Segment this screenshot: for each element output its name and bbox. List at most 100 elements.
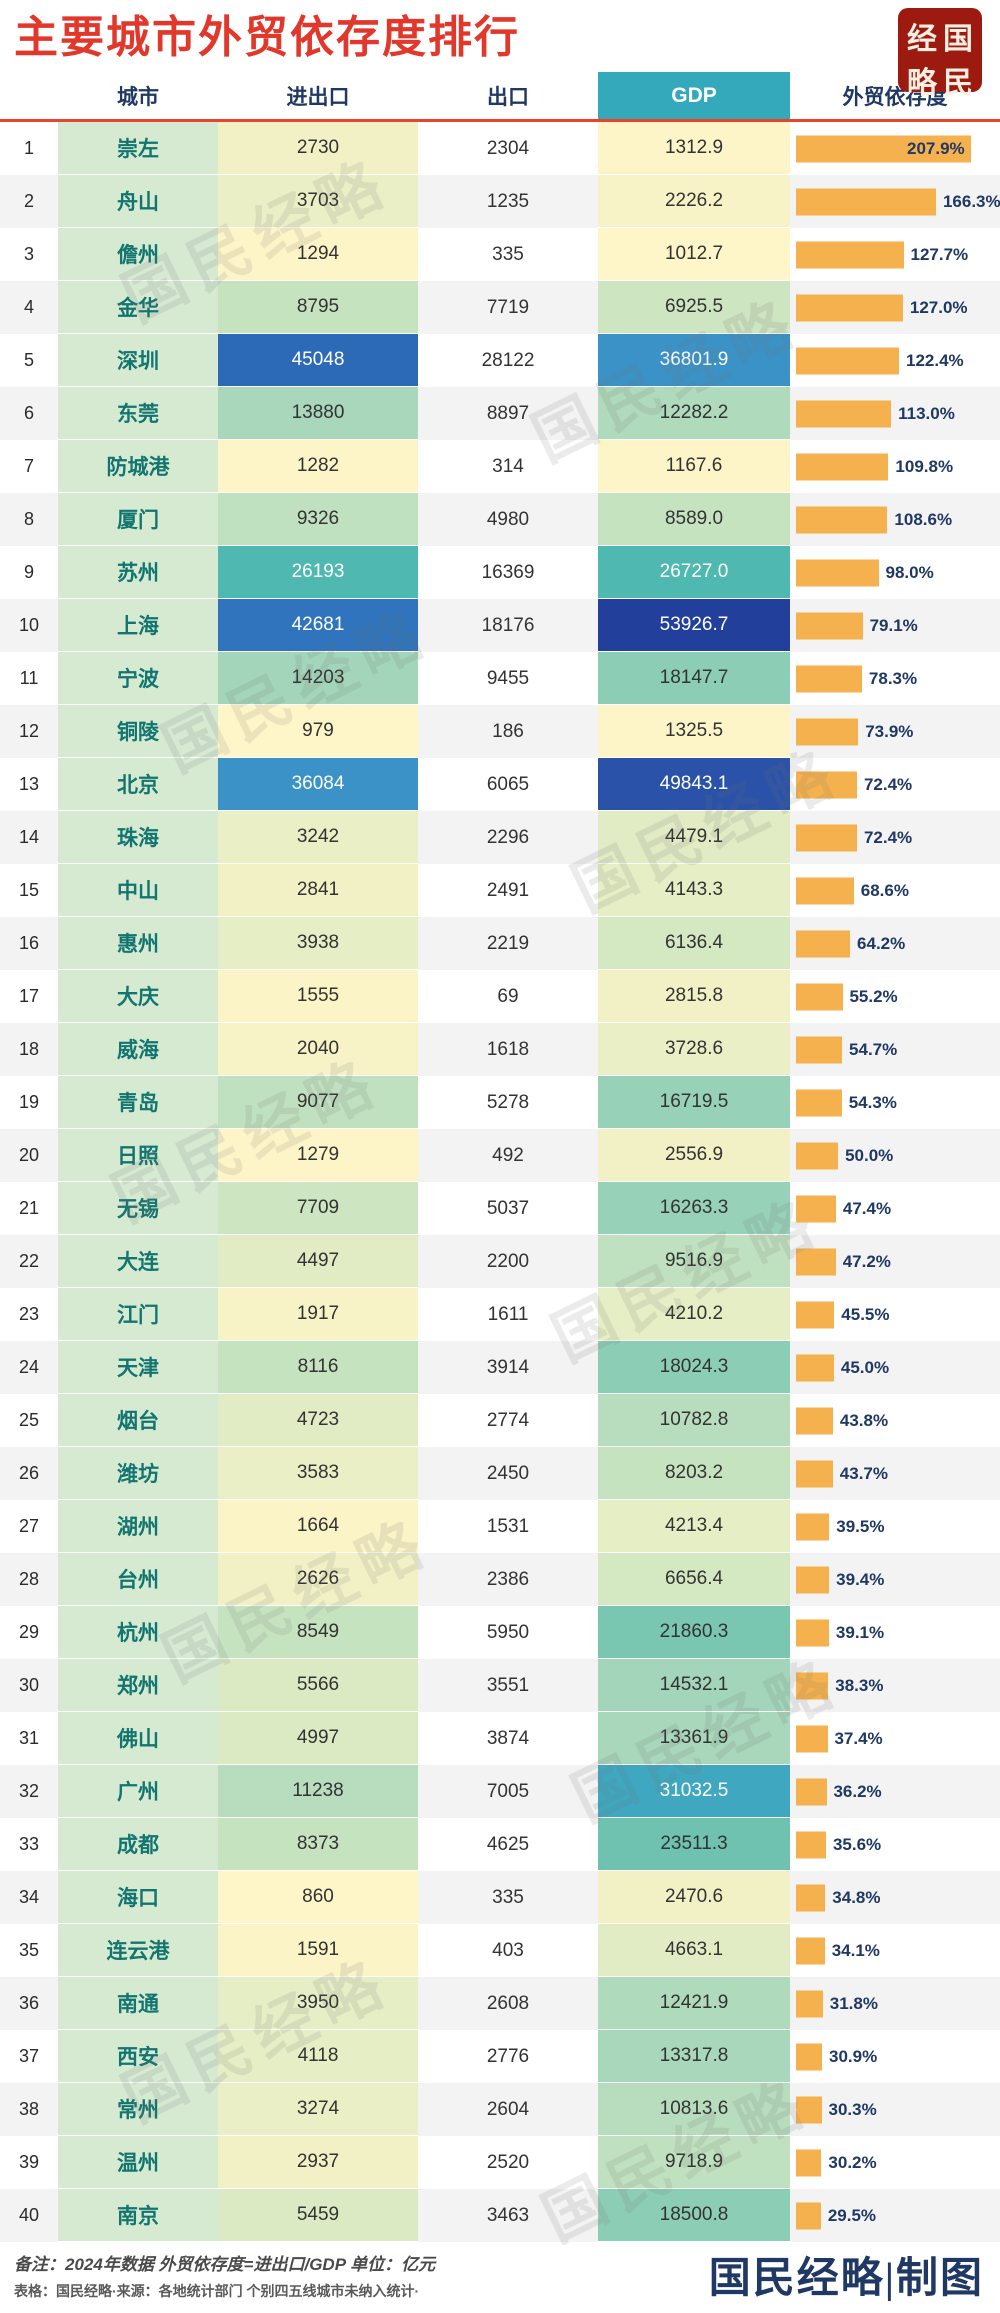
city-cell: 温州 bbox=[58, 2136, 218, 2189]
city-cell: 防城港 bbox=[58, 440, 218, 493]
table-row: 3 儋州 1294 335 1012.7 127.7% bbox=[0, 228, 1000, 281]
dependence-cell: 79.1% bbox=[790, 599, 1000, 652]
dependence-cell: 36.2% bbox=[790, 1765, 1000, 1818]
table-row: 31 佛山 4997 3874 13361.9 37.4% bbox=[0, 1712, 1000, 1765]
export-cell: 3874 bbox=[486, 1727, 530, 1749]
import-export-cell: 1917 bbox=[218, 1288, 418, 1341]
import-export-cell: 4723 bbox=[218, 1394, 418, 1447]
import-export-cell: 2730 bbox=[218, 122, 418, 175]
city-cell: 金华 bbox=[58, 281, 218, 334]
rank-cell: 7 bbox=[23, 456, 34, 476]
dependence-bar bbox=[796, 1884, 826, 1911]
export-cell: 2604 bbox=[418, 2083, 598, 2136]
rank-cell: 11 bbox=[19, 668, 39, 688]
import-export-cell: 9326 bbox=[218, 493, 418, 546]
dependence-cell: 43.8% bbox=[790, 1394, 1000, 1447]
table-row: 35 连云港 1591 403 4663.1 34.1% bbox=[0, 1924, 1000, 1977]
city-cell: 西安 bbox=[58, 2030, 218, 2083]
rank-cell: 16 bbox=[0, 917, 58, 970]
gdp-cell: 18500.8 bbox=[598, 2189, 790, 2242]
table-row: 24 天津 8116 3914 18024.3 45.0% bbox=[0, 1341, 1000, 1394]
table-row: 20 日照 1279 492 2556.9 50.0% bbox=[0, 1129, 1000, 1182]
import-export-cell: 1279 bbox=[218, 1129, 418, 1182]
gdp-cell: 4479.1 bbox=[598, 811, 790, 864]
gdp-cell: 2815.8 bbox=[598, 970, 790, 1023]
dependence-bar bbox=[796, 1407, 833, 1434]
rank-cell: 9 bbox=[23, 562, 34, 582]
export-cell: 2776 bbox=[486, 2045, 530, 2067]
dependence-cell: 30.9% bbox=[790, 2030, 1000, 2083]
city-cell: 儋州 bbox=[58, 228, 218, 281]
export-cell: 5037 bbox=[486, 1197, 530, 1219]
dependence-bar bbox=[796, 2096, 822, 2123]
dependence-label: 34.1% bbox=[831, 1940, 880, 1960]
dependence-label: 122.4% bbox=[906, 350, 964, 370]
table-row: 15 中山 2841 2491 4143.3 68.6% bbox=[0, 864, 1000, 917]
dependence-bar bbox=[796, 1195, 836, 1222]
dependence-bar bbox=[796, 135, 971, 162]
city-cell: 连云港 bbox=[58, 1924, 218, 1977]
dependence-bar bbox=[796, 612, 863, 639]
import-export-cell: 8549 bbox=[218, 1606, 418, 1659]
import-export-cell: 2040 bbox=[218, 1023, 418, 1076]
dependence-bar bbox=[796, 1990, 823, 2017]
dependence-label: 127.0% bbox=[909, 297, 968, 317]
dependence-bar bbox=[796, 559, 879, 586]
dependence-bar bbox=[796, 453, 889, 480]
city-cell: 烟台 bbox=[58, 1394, 218, 1447]
rank-cell: 5 bbox=[23, 350, 34, 370]
brand-seal: 经 国 略 民 bbox=[898, 8, 982, 100]
dependence-cell: 29.5% bbox=[790, 2189, 1000, 2242]
table-row: 22 大连 4497 2200 9516.9 47.2% bbox=[0, 1235, 1000, 1288]
import-export-cell: 45048 bbox=[218, 334, 418, 387]
import-export-cell: 4497 bbox=[218, 1235, 418, 1288]
gdp-cell: 4210.2 bbox=[598, 1288, 790, 1341]
dependence-bar bbox=[796, 1513, 830, 1540]
gdp-cell: 1312.9 bbox=[598, 122, 790, 175]
dependence-cell: 109.8% bbox=[790, 440, 1000, 493]
dependence-cell: 127.7% bbox=[790, 228, 1000, 281]
gdp-cell: 9718.9 bbox=[598, 2136, 790, 2189]
export-cell: 2386 bbox=[418, 1553, 598, 1606]
export-cell: 2774 bbox=[486, 1409, 530, 1431]
table-header-row: 城市 进出口 出口 GDP 外贸依存度 bbox=[0, 72, 1000, 122]
gdp-cell: 14532.1 bbox=[598, 1659, 790, 1712]
import-export-cell: 2626 bbox=[218, 1553, 418, 1606]
export-cell: 1531 bbox=[486, 1515, 530, 1537]
dependence-cell: 47.4% bbox=[790, 1182, 1000, 1235]
dependence-label: 35.6% bbox=[832, 1834, 882, 1854]
city-cell: 深圳 bbox=[58, 334, 218, 387]
import-export-cell: 1591 bbox=[218, 1924, 418, 1977]
export-cell: 2219 bbox=[418, 917, 598, 970]
dependence-bar bbox=[796, 241, 904, 268]
dependence-label: 207.9% bbox=[907, 138, 965, 158]
table-row: 27 湖州 1664 1531 4213.4 39.5% bbox=[0, 1500, 1000, 1553]
dependence-cell: 207.9% bbox=[790, 122, 1000, 175]
dependence-cell: 113.0% bbox=[790, 387, 1000, 440]
export-cell: 7005 bbox=[418, 1765, 598, 1818]
dependence-label: 37.4% bbox=[834, 1728, 883, 1748]
dependence-label: 47.2% bbox=[842, 1251, 891, 1271]
dependence-bar bbox=[796, 824, 857, 851]
city-cell: 厦门 bbox=[58, 493, 218, 546]
export-cell: 8897 bbox=[418, 387, 598, 440]
dependence-cell: 72.4% bbox=[790, 758, 1000, 811]
footer-note-2: 表格：国民经略·来源：各地统计部门 个别四五线城市未纳入统计· bbox=[14, 2283, 420, 2299]
import-export-cell: 14203 bbox=[218, 652, 418, 705]
import-export-cell: 3274 bbox=[218, 2083, 418, 2136]
gdp-cell: 36801.9 bbox=[598, 334, 790, 387]
table-row: 5 深圳 45048 28122 36801.9 122.4% bbox=[0, 334, 1000, 387]
table-row: 33 成都 8373 4625 23511.3 35.6% bbox=[0, 1818, 1000, 1871]
seal-char: 经 bbox=[907, 23, 937, 56]
import-export-cell: 8116 bbox=[218, 1341, 418, 1394]
gdp-cell: 18147.7 bbox=[598, 652, 790, 705]
dependence-bar bbox=[796, 506, 888, 533]
import-export-cell: 4118 bbox=[218, 2030, 418, 2083]
table-row: 29 杭州 8549 5950 21860.3 39.1% bbox=[0, 1606, 1000, 1659]
dependence-bar bbox=[796, 1460, 833, 1487]
city-cell: 湖州 bbox=[58, 1500, 218, 1553]
import-export-cell: 3242 bbox=[218, 811, 418, 864]
dependence-label: 113.0% bbox=[898, 403, 955, 423]
dependence-cell: 34.1% bbox=[790, 1924, 1000, 1977]
table-row: 28 台州 2626 2386 6656.4 39.4% bbox=[0, 1553, 1000, 1606]
